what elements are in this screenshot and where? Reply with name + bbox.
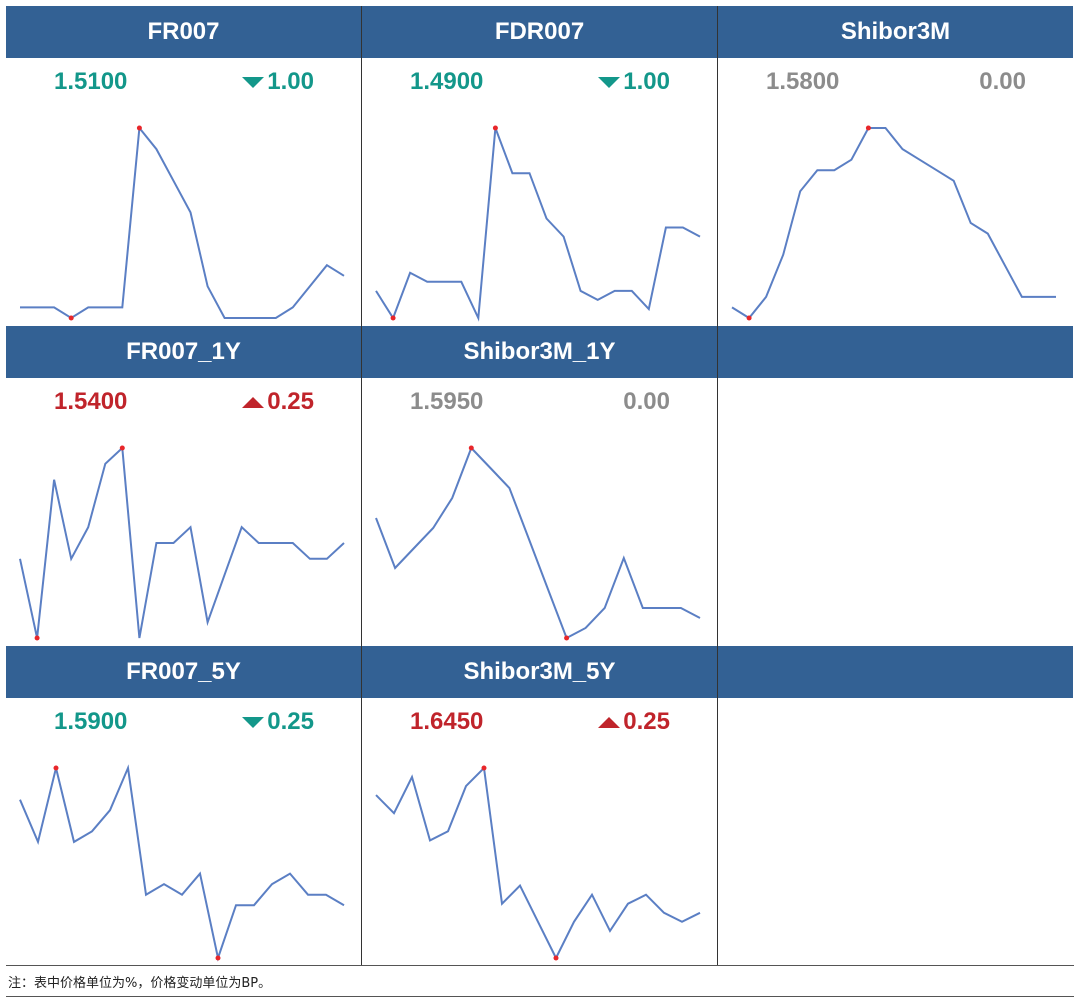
- change-text: 1.00: [267, 68, 314, 95]
- bottom-rule: [6, 996, 1074, 997]
- min-point-marker: [34, 635, 40, 641]
- series-line: [19, 764, 345, 962]
- panel-title: Shibor3M_5Y: [362, 646, 718, 698]
- max-point-marker: [481, 765, 487, 771]
- panel-title: FR007: [6, 6, 362, 58]
- chart-panel: Shibor3M_5Y 1.6450 0.25: [362, 646, 718, 966]
- change-value: 0.00: [623, 388, 670, 416]
- chart-panel: Shibor3M_1Y 1.5950 0.00: [362, 326, 718, 646]
- sparkline: [19, 764, 345, 962]
- change-text: 0.25: [623, 708, 670, 735]
- min-point-marker: [215, 955, 221, 961]
- panel-title: Shibor3M_1Y: [362, 326, 718, 378]
- current-value: 1.6450: [410, 708, 484, 735]
- min-point-marker: [390, 315, 396, 321]
- change-text: 0.00: [979, 68, 1026, 95]
- arrow-down-icon: [242, 716, 265, 728]
- change-value: 0.00: [979, 68, 1026, 96]
- series-line: [731, 127, 1056, 320]
- chart-panel: FR007_5Y 1.5900 0.25: [6, 646, 362, 966]
- arrow-down-icon: [598, 76, 621, 88]
- empty-header: [718, 646, 1074, 698]
- panel-title: Shibor3M: [718, 6, 1074, 58]
- change-value: 0.25: [242, 388, 314, 416]
- min-point-marker: [68, 315, 74, 321]
- sparkline: [375, 125, 701, 322]
- bottom-rule: [6, 965, 1074, 966]
- footnote: 注：表中价格单位为%，价格变动单位为BP。: [8, 976, 272, 991]
- arrow-down-icon: [242, 76, 265, 88]
- current-value: 1.5800: [766, 68, 840, 95]
- sparkline: [19, 445, 345, 641]
- panel-title: FR007_5Y: [6, 646, 362, 698]
- current-value: 1.5400: [54, 388, 128, 415]
- column-divider: [717, 6, 718, 966]
- min-point-marker: [564, 635, 570, 641]
- change-value: 0.25: [242, 708, 314, 736]
- series-line: [375, 765, 701, 961]
- change-text: 0.00: [623, 388, 670, 415]
- chart-panel: FR007_1Y 1.5400 0.25: [6, 326, 362, 646]
- sparkline: [731, 125, 1056, 321]
- change-text: 0.25: [267, 388, 314, 415]
- arrow-up-icon: [598, 716, 621, 728]
- panel-title: FDR007: [362, 6, 718, 58]
- chart-panel: Shibor3M 1.5800 0.00: [718, 6, 1074, 326]
- max-point-marker: [492, 125, 498, 131]
- current-value: 1.5900: [54, 708, 128, 735]
- panel-title: FR007_1Y: [6, 326, 362, 378]
- sparkline: [375, 445, 701, 641]
- series-line: [375, 446, 701, 640]
- sparkline: [375, 765, 701, 961]
- max-point-marker: [53, 765, 59, 771]
- max-point-marker: [865, 125, 871, 131]
- change-text: 1.00: [623, 68, 670, 95]
- current-value: 1.5950: [410, 388, 484, 415]
- max-point-marker: [136, 125, 142, 131]
- current-value: 1.5100: [54, 68, 128, 95]
- chart-panel: FR007 1.5100 1.00: [6, 6, 362, 326]
- chart-grid: FR007 1.5100 1.00 FDR007 1.4900 1.00 Shibor3M 1…: [6, 6, 1074, 997]
- sparkline: [20, 125, 345, 321]
- column-divider: [361, 6, 362, 966]
- max-point-marker: [119, 445, 125, 451]
- series-line: [20, 125, 345, 320]
- change-value: 1.00: [598, 68, 670, 96]
- current-value: 1.4900: [410, 68, 484, 95]
- arrow-up-icon: [242, 396, 265, 408]
- min-point-marker: [553, 955, 559, 961]
- min-point-marker: [746, 315, 752, 321]
- change-value: 1.00: [242, 68, 314, 96]
- change-text: 0.25: [267, 708, 314, 735]
- series-line: [375, 127, 701, 322]
- change-value: 0.25: [598, 708, 670, 736]
- series-line: [19, 445, 345, 639]
- max-point-marker: [468, 445, 474, 451]
- empty-header: [718, 326, 1074, 378]
- chart-panel: FDR007 1.4900 1.00: [362, 6, 718, 326]
